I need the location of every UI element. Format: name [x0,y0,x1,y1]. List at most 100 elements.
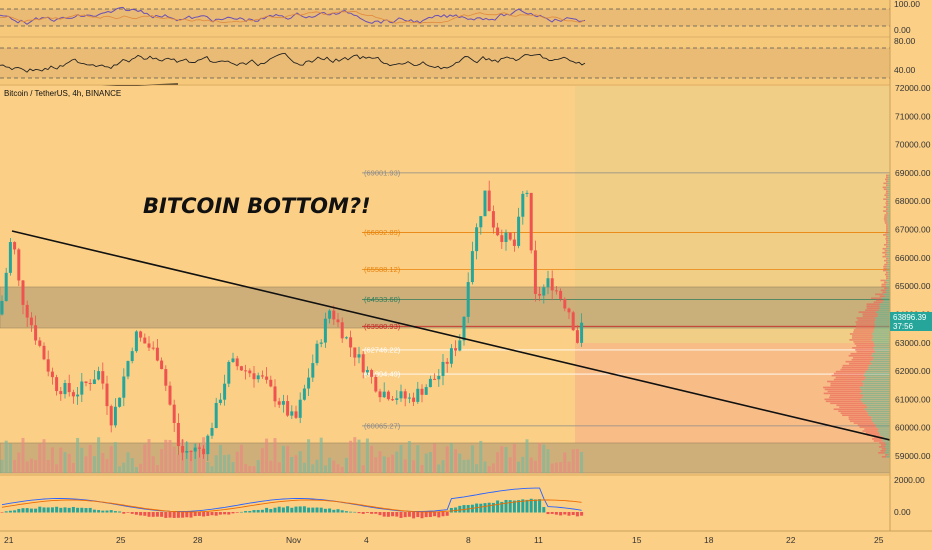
volume-bar [571,449,575,473]
oscillator-pane[interactable] [0,38,890,91]
volume-profile-bar [885,289,890,292]
candle-body [286,401,290,416]
macd-histogram-bar [491,502,495,513]
volume-bar [483,461,487,473]
volume-bar [298,451,302,473]
candle-body [281,401,285,405]
candle-body [248,370,252,374]
volume-profile-bar [887,287,890,290]
volume-profile-bar [855,348,875,351]
volume-profile-bar [886,245,889,248]
rsi-pane[interactable] [0,0,890,36]
volume-profile-bar [874,323,890,325]
time-axis[interactable]: 21 25 28 Nov 4 8 11 15 18 22 25 [0,530,932,550]
candle-body [151,347,155,349]
volume-profile-bar [883,206,888,208]
volume-profile-bar [886,255,890,258]
candle-body [214,402,218,428]
volume-profile-bar [884,263,888,266]
candle-body [181,446,185,453]
volume-profile-bar [888,228,890,230]
volume-profile-bar [858,311,876,313]
candle-body [256,375,260,380]
volume-bar [344,457,348,473]
volume-profile-bar [853,329,874,331]
volume-bar [517,461,521,473]
volume-bar [382,456,386,473]
macd-histogram-bar [441,512,445,517]
volume-profile-bar [886,277,889,280]
volume-bar [575,448,579,473]
candle-body [92,379,96,384]
volume-profile-bar [885,271,889,274]
volume-bar [294,455,298,473]
volume-profile-bar [886,204,889,206]
macd-histogram-bar [42,507,46,513]
price-pane[interactable]: (69001.93) (66892.89) (65588.12) (64533.60)… [0,86,891,474]
candle-body [8,242,12,273]
volume-bar [13,459,17,473]
volume-profile-bar [880,289,886,292]
volume-profile-bar [845,360,870,363]
candle-body [437,375,441,380]
volume-bar [470,445,474,473]
volume-profile-bar [880,450,886,452]
macd-pane[interactable] [0,476,890,531]
volume-profile-bar [887,194,890,197]
volume-bar [302,462,306,473]
volume-profile-bar [871,333,890,335]
volume-profile-bar [881,456,887,458]
fib-level-label: (63580.93) [364,322,401,331]
volume-profile-bar [875,319,890,321]
volume-bar [277,462,281,473]
macd-histogram-bar [445,512,449,516]
volume-bar [416,445,420,473]
macd-histogram-bar [50,507,54,513]
volume-bar [311,464,315,473]
volume-profile-bar [884,253,888,256]
macd-histogram-bar [4,511,8,513]
volume-profile-bar [884,214,888,216]
volume-profile-bar [863,402,890,405]
candle-body [575,330,579,343]
candle-body [290,411,294,416]
volume-profile-bar [886,241,889,244]
volume-bar [340,466,344,473]
date-axis-label: 28 [193,535,203,545]
volume-profile-bar [857,319,876,321]
volume-bar [168,440,172,473]
volume-profile-bar [885,454,888,456]
macd-histogram-bar [332,509,336,513]
macd-histogram-bar [563,512,567,515]
candle-body [172,404,176,423]
volume-bar [218,444,222,473]
symbol-title: Bitcoin / TetherUS, 4h, BINANCE [4,89,121,98]
candle-body [500,235,504,242]
date-axis-label: 25 [116,535,126,545]
macd-histogram-bar [395,512,399,517]
volume-profile-bar [886,190,889,193]
volume-bar [269,460,273,473]
price-axis-label: 63000.00 [895,338,931,348]
volume-bar [29,458,33,473]
volume-profile-bar [886,269,890,272]
volume-profile-bar [866,303,880,306]
candle-body [109,406,113,426]
candle-body [479,216,483,228]
candle-body [571,312,575,331]
volume-profile-bar [885,202,888,204]
price-axis[interactable]: 72000.00 71000.00 70000.00 69000.00 68000.00… [889,0,932,531]
macd-histogram-bar [63,507,67,513]
volume-profile-bar [871,418,890,420]
candle-body [71,392,75,397]
macd-histogram-bar [500,501,504,513]
volume-profile-bar [883,293,890,296]
volume-profile-bar [852,335,873,337]
candle-body [332,310,336,320]
downtrend-line[interactable] [11,230,891,441]
volume-profile-bar [888,190,890,193]
price-axis-label: 60000.00 [895,423,931,433]
candle-body [563,298,567,309]
volume-profile-bar [849,362,872,365]
